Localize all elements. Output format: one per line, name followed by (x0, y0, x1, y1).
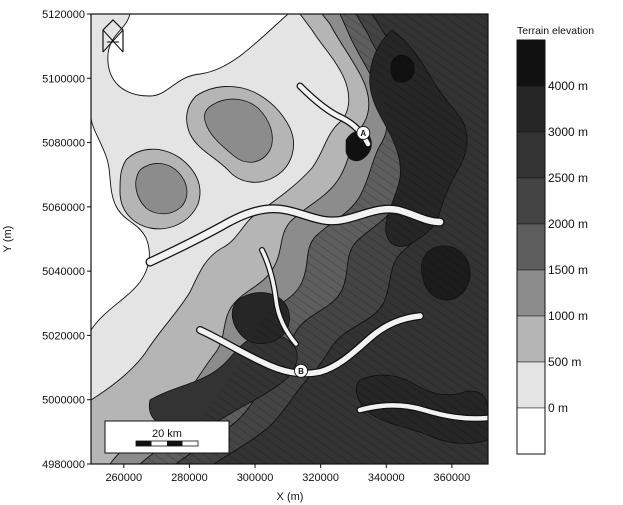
location-marker-circle (356, 125, 371, 140)
location-marker-label: A (360, 129, 366, 138)
legend-swatch (516, 131, 546, 179)
terrain-band-1500-2000-north-plateau (204, 98, 273, 163)
x-axis-title: X (m) (277, 491, 304, 503)
x-tick-label: 300000 (237, 472, 274, 484)
legend-labels: 4000 m 3000 m 2500 m 2000 m 1500 m 1000 m 500 … (548, 79, 588, 415)
legend-label: 3000 m (548, 125, 588, 139)
legend-label: 2000 m (548, 217, 588, 231)
river-valley-tributary-fill (260, 248, 298, 346)
legend-label: 1000 m (548, 309, 588, 323)
legend-label: 1500 m (548, 263, 588, 277)
legend-swatch (516, 407, 546, 455)
y-tick-label: 5040000 (42, 266, 85, 278)
legend-swatch (516, 269, 546, 317)
x-tick-label: 280000 (171, 472, 208, 484)
y-tick-label: 4980000 (42, 459, 85, 471)
y-tick-label: 5120000 (42, 9, 85, 21)
legend-label: 0 m (548, 401, 568, 415)
y-tick-label: 5020000 (42, 330, 85, 342)
y-axis-title: Y (m) (2, 226, 14, 253)
legend-swatch (516, 315, 546, 363)
legend-swatch (516, 223, 546, 271)
location-marker-a: A (356, 125, 371, 140)
legend-label: 500 m (548, 355, 581, 369)
location-marker-label: B (298, 367, 304, 376)
legend-swatch (516, 39, 546, 87)
river-valley-central-fill (146, 205, 444, 266)
north-arrow-icon (102, 19, 124, 53)
x-tick-label: 340000 (368, 472, 405, 484)
x-tick-label: 320000 (302, 472, 339, 484)
terrain-shaded-relief (91, 14, 488, 464)
scale-bar-label: 20 km (152, 428, 182, 440)
y-tick-label: 5100000 (42, 73, 85, 85)
map-frame (90, 13, 489, 465)
legend-label: 2500 m (548, 171, 588, 185)
river-valleys (145, 82, 488, 422)
x-tick-label: 260000 (105, 472, 142, 484)
scale-bar-ruler (135, 440, 199, 447)
legend: Terrain elevation 4000 m 3000 m 2500 m 2000… (516, 25, 594, 455)
y-tick-label: 5060000 (42, 202, 85, 214)
terrain-band-1500-2000-west-hill (135, 163, 188, 215)
y-tick-label: 5080000 (42, 138, 85, 150)
x-tick-label: 360000 (434, 472, 471, 484)
terrain-ridge-texture (140, 14, 488, 464)
legend-color-bar (516, 39, 546, 455)
legend-swatch (516, 177, 546, 225)
location-marker-b: B (294, 363, 308, 378)
legend-color-bar-frame (516, 39, 546, 455)
river-valley-southeast-fill (357, 403, 488, 421)
location-marker-circle (294, 363, 308, 378)
scale-bar: 20 km (104, 420, 230, 454)
scale-bar-box (104, 420, 230, 454)
x-axis-ticks: 260000 280000 300000 320000 340000 360000 (105, 464, 470, 484)
legend-title: Terrain elevation (517, 25, 594, 37)
location-markers: AB (294, 125, 371, 378)
legend-label: 4000 m (548, 79, 588, 93)
legend-swatch (516, 361, 546, 409)
y-tick-label: 5000000 (42, 395, 85, 407)
river-valley-south-fill (197, 313, 423, 377)
legend-swatch (516, 85, 546, 133)
y-axis-ticks: 5120000 5100000 5080000 5060000 5040000 50200… (42, 9, 91, 471)
